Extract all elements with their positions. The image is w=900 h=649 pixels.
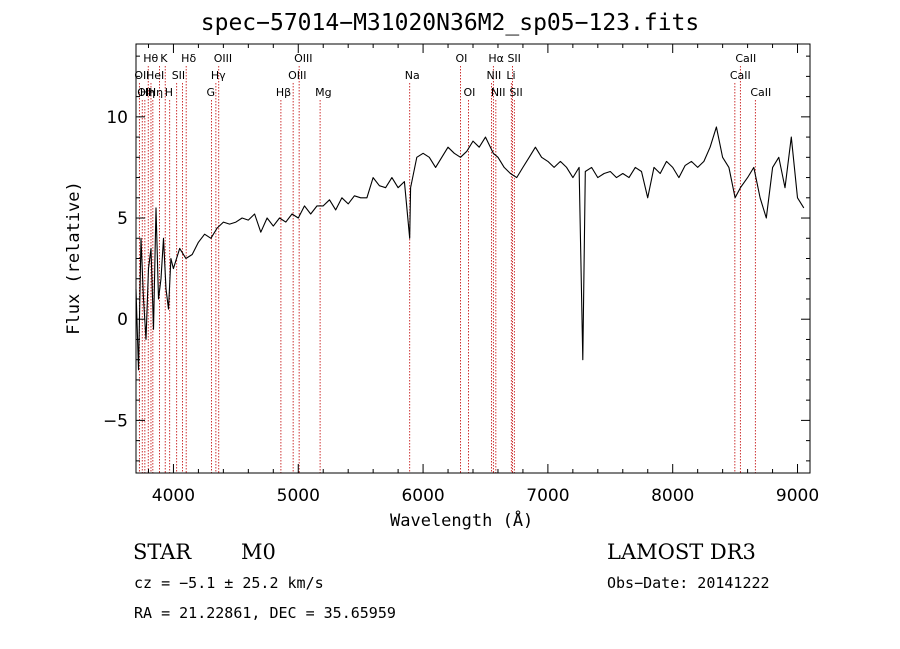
line-label: Hα	[488, 52, 504, 65]
line-label: SII	[172, 69, 185, 82]
ra-dec: RA = 21.22861, DEC = 35.65959	[134, 604, 396, 622]
line-label: HeI	[146, 69, 164, 82]
x-tick-label: 5000	[277, 486, 320, 506]
line-label: Hη	[140, 86, 155, 99]
plot-axes: 4000 5000 6000 7000 8000 9000 −5 0 5 10	[103, 43, 819, 506]
line-label: Mg	[315, 86, 331, 99]
line-label: OI	[464, 86, 476, 99]
line-label: Hθ	[143, 52, 158, 65]
line-label: Hη	[148, 86, 163, 99]
line-label: CaII	[730, 69, 751, 82]
object-subclass: M0	[241, 540, 276, 564]
line-label: K	[160, 52, 168, 65]
x-axis-label: Wavelength (Å)	[390, 511, 534, 531]
line-label: Hβ	[276, 86, 291, 99]
y-axis-label: Flux (relative)	[64, 181, 84, 335]
survey-name: LAMOST DR3	[607, 540, 756, 564]
line-label: OIII	[214, 52, 232, 65]
line-label: OIII	[288, 69, 306, 82]
x-tick-label: 4000	[152, 486, 195, 506]
line-label: H	[165, 86, 173, 99]
line-label: SII	[507, 52, 520, 65]
x-tick-label: 7000	[526, 486, 569, 506]
spectrum-line	[135, 126, 805, 371]
x-tick-label: 8000	[651, 486, 694, 506]
y-tick-label: 5	[117, 209, 128, 229]
line-label: OI	[456, 52, 468, 65]
line-label: SII	[509, 86, 522, 99]
x-tick-label: 9000	[776, 486, 819, 506]
line-label: Li	[506, 69, 515, 82]
y-tick-label: −5	[103, 411, 128, 431]
line-label: OIII	[294, 52, 312, 65]
line-label: Na	[405, 69, 420, 82]
object-class: STAR	[133, 540, 192, 564]
line-label: CaII	[750, 86, 771, 99]
y-tick-label: 0	[117, 310, 128, 330]
obs-date: Obs−Date: 20141222	[607, 574, 770, 592]
line-label: NII	[491, 86, 506, 99]
line-label: G	[207, 86, 216, 99]
x-tick-label: 6000	[401, 486, 444, 506]
line-label: OII	[134, 69, 149, 82]
plot-frame	[135, 43, 811, 474]
redshift-cz: cz = −5.1 ± 25.2 km/s	[134, 574, 324, 592]
emission-line-markers	[138, 66, 756, 473]
line-label: CaII	[735, 52, 756, 65]
chart-title: spec−57014−M31020N36M2_sp05−123.fits	[200, 10, 700, 36]
line-labels: OIIOIIHηHθHeIHηKHSIIHδGHγOIIIHβOIIIOIIIM…	[134, 52, 771, 99]
y-tick-label: 10	[106, 108, 128, 128]
line-label: Hδ	[181, 52, 196, 65]
line-label: NII	[486, 69, 501, 82]
spectrum-series	[135, 126, 805, 371]
line-label: OII	[137, 86, 152, 99]
line-label: Hγ	[211, 69, 226, 82]
